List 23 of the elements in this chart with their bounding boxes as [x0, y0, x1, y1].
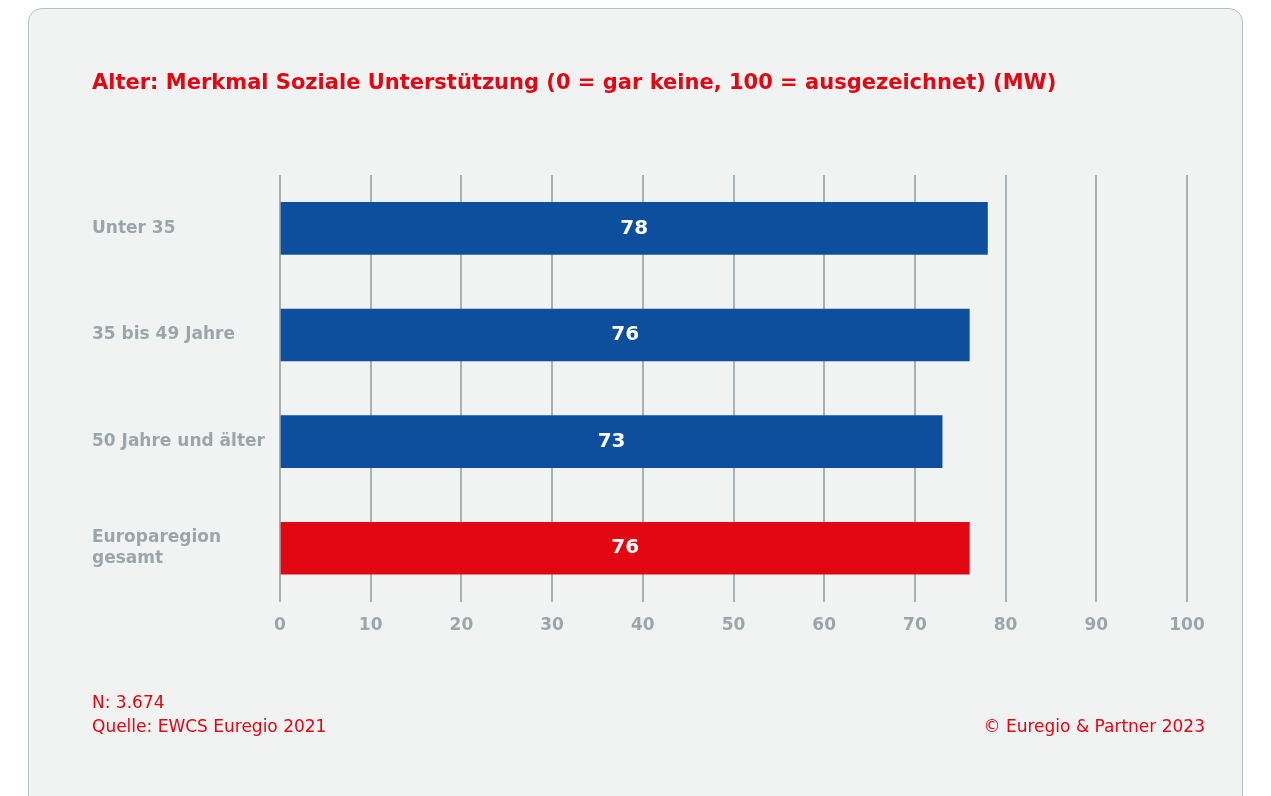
y-tick-label: Europaregion gesamt	[92, 526, 222, 567]
text: © Euregio & Partner 2023	[983, 716, 1205, 736]
data-label: 78	[620, 214, 649, 239]
x-tick-label: 50	[721, 614, 746, 635]
x-tick-label: 60	[812, 614, 837, 635]
data-label: 73	[597, 427, 626, 452]
x-tick-label: 40	[630, 614, 655, 635]
source-note: Quelle: EWCS Euregio 2021	[92, 716, 327, 736]
y-tick-label: 50 Jahre und älter	[92, 430, 266, 451]
text: N: 3.674	[92, 692, 165, 712]
x-tick-label: 70	[903, 614, 927, 635]
data-label: 76	[611, 321, 640, 346]
data-label: 76	[611, 534, 640, 559]
x-tick-label: 100	[1169, 614, 1205, 635]
x-tick-label: 0	[274, 614, 287, 635]
x-tick-label: 20	[449, 614, 474, 635]
y-tick-label: Unter 35	[92, 216, 176, 237]
y-tick-label: 35 bis 49 Jahre	[92, 323, 235, 344]
chart-title: Alter: Merkmal Soziale Unterstützung (0 = gar keine, 100 = ausgezeichnet) (MW)	[92, 70, 1057, 94]
x-tick-label: 90	[1084, 614, 1109, 635]
x-tick-label: 80	[993, 614, 1018, 635]
x-tick-label: 10	[358, 614, 383, 635]
x-tick-label: 30	[540, 614, 565, 635]
